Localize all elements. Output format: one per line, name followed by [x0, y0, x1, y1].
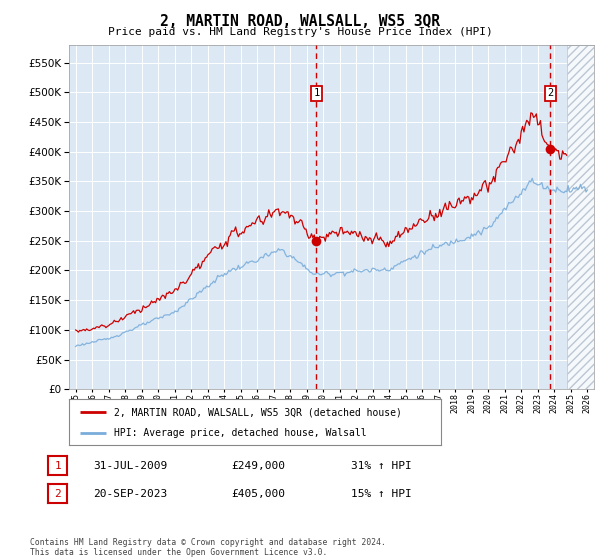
Bar [567, 45, 596, 389]
Text: 1: 1 [313, 88, 319, 99]
Text: 15% ↑ HPI: 15% ↑ HPI [351, 489, 412, 499]
Text: 1: 1 [54, 461, 61, 471]
Bar [567, 45, 596, 389]
Text: 20-SEP-2023: 20-SEP-2023 [93, 489, 167, 499]
Text: 2: 2 [54, 489, 61, 499]
Text: £405,000: £405,000 [231, 489, 285, 499]
Text: Price paid vs. HM Land Registry's House Price Index (HPI): Price paid vs. HM Land Registry's House … [107, 27, 493, 37]
Text: 2, MARTIN ROAD, WALSALL, WS5 3QR: 2, MARTIN ROAD, WALSALL, WS5 3QR [160, 14, 440, 29]
Text: 2: 2 [547, 88, 553, 99]
Text: 31-JUL-2009: 31-JUL-2009 [93, 461, 167, 471]
Text: £249,000: £249,000 [231, 461, 285, 471]
Text: 2, MARTIN ROAD, WALSALL, WS5 3QR (detached house): 2, MARTIN ROAD, WALSALL, WS5 3QR (detach… [113, 407, 401, 417]
Text: HPI: Average price, detached house, Walsall: HPI: Average price, detached house, Wals… [113, 428, 366, 438]
Text: 31% ↑ HPI: 31% ↑ HPI [351, 461, 412, 471]
Text: Contains HM Land Registry data © Crown copyright and database right 2024.
This d: Contains HM Land Registry data © Crown c… [30, 538, 386, 557]
